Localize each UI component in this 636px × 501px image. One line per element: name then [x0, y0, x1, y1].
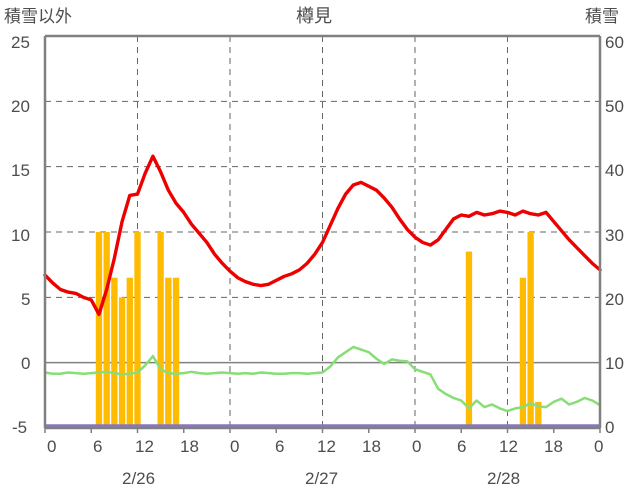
x-tick-3: 18 [180, 437, 199, 456]
x-tick-1: 6 [93, 437, 103, 456]
precipitation-bar [111, 277, 118, 428]
x-tick-2: 12 [135, 437, 154, 456]
y-tick-right-60: 60 [605, 33, 624, 52]
right-axis-title: 積雪 [585, 7, 619, 26]
precipitation-bar [535, 401, 542, 428]
x-tick-7: 18 [362, 437, 381, 456]
y-tick-left-0: 0 [21, 354, 31, 373]
x-tick-12: 0 [594, 437, 604, 456]
precipitation-bar [95, 232, 103, 428]
y-tick-right-10: 10 [605, 354, 624, 373]
day-label-1: 2/27 [305, 469, 339, 488]
precipitation-bar [126, 277, 133, 428]
y-tick-right-40: 40 [605, 161, 624, 180]
y-tick-right-0: 0 [605, 418, 615, 437]
precipitation-bar [134, 232, 141, 428]
x-tick-11: 18 [544, 437, 563, 456]
y-tick-right-30: 30 [605, 226, 624, 245]
y-tick-right-50: 50 [605, 97, 624, 116]
y-tick-left-10: 10 [11, 226, 30, 245]
precipitation-bar [519, 277, 527, 428]
y-tick-left-20: 20 [11, 97, 30, 116]
x-tick-8: 0 [412, 437, 422, 456]
x-tick-4: 0 [230, 437, 240, 456]
y-tick-left-15: 15 [11, 161, 30, 180]
x-tick-6: 12 [317, 437, 336, 456]
snow-depth-line [43, 345, 602, 413]
x-tick-0: 0 [47, 437, 57, 456]
precipitation-bar [465, 251, 473, 428]
precipitation-bar [165, 277, 172, 428]
precipitation-bar [157, 232, 164, 428]
day-label-2: 2/28 [487, 469, 521, 488]
y-tick-right-20: 20 [605, 290, 624, 309]
x-tick-9: 6 [457, 437, 467, 456]
day-label-0: 2/26 [122, 469, 156, 488]
y-tick-left-minus5: -5 [12, 418, 28, 437]
left-axis-title: 積雪以外 [4, 7, 72, 26]
chart-title: 樽見 [296, 6, 332, 26]
precipitation-bar [103, 232, 110, 428]
precipitation-bar [527, 232, 534, 428]
y-tick-left-25: 25 [11, 33, 30, 52]
x-tick-10: 12 [499, 437, 518, 456]
x-tick-5: 6 [275, 437, 285, 456]
precipitation-bar [118, 297, 126, 428]
y-tick-left-5: 5 [21, 290, 31, 309]
temperature-line [43, 154, 602, 317]
precipitation-bar [172, 277, 180, 428]
